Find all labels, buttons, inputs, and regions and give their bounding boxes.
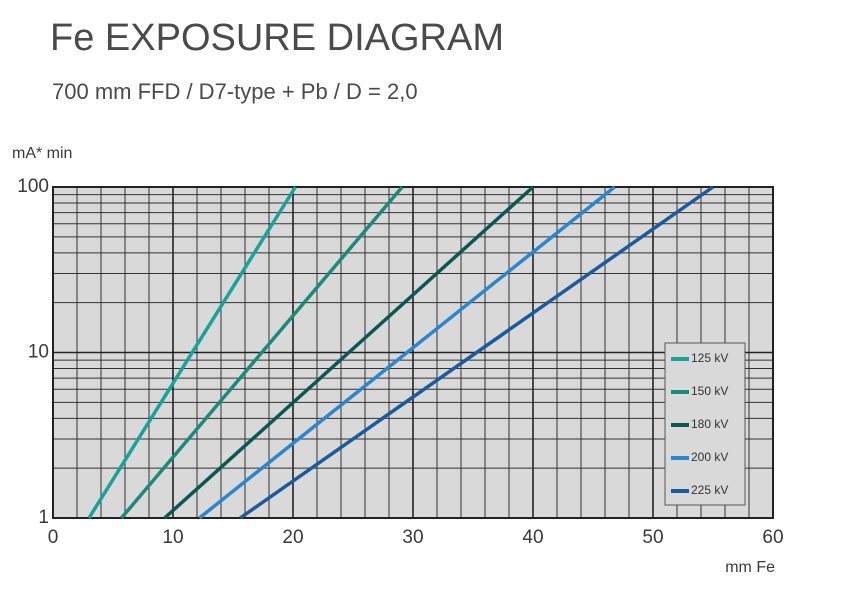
legend: 125 kV 150 kV 180 kV 200 kV 225 kV xyxy=(664,342,746,506)
y-tick-label: 1 xyxy=(38,507,49,528)
series-line xyxy=(87,186,297,519)
series-line xyxy=(198,185,616,520)
legend-label: 200 kV xyxy=(691,450,728,464)
x-tick-label: 30 xyxy=(402,527,423,548)
chart-subtitle: 700 mm FFD / D7-type + Pb / D = 2,0 xyxy=(52,79,418,104)
x-axis-label: mm Fe xyxy=(725,559,775,576)
legend-label: 225 kV xyxy=(691,483,728,497)
x-tick-label: 50 xyxy=(642,527,663,548)
chart-title: Fe EXPOSURE DIAGRAM xyxy=(50,17,504,59)
legend-label: 125 kV xyxy=(691,351,728,365)
x-tick-label: 40 xyxy=(522,527,543,548)
x-tick-label: 60 xyxy=(762,527,783,548)
y-tick-label: 100 xyxy=(17,176,49,197)
series-line xyxy=(163,185,535,520)
legend-label: 180 kV xyxy=(691,417,728,431)
y-axis-label: mA* min xyxy=(12,145,72,162)
series-line xyxy=(239,185,715,520)
y-tick-label: 10 xyxy=(28,342,49,363)
x-tick-label: 10 xyxy=(162,527,183,548)
x-tick-label: 20 xyxy=(282,527,303,548)
plot-border xyxy=(52,186,774,519)
series-line xyxy=(120,185,404,520)
x-tick-label: 0 xyxy=(48,527,59,548)
legend-label: 150 kV xyxy=(691,384,728,398)
